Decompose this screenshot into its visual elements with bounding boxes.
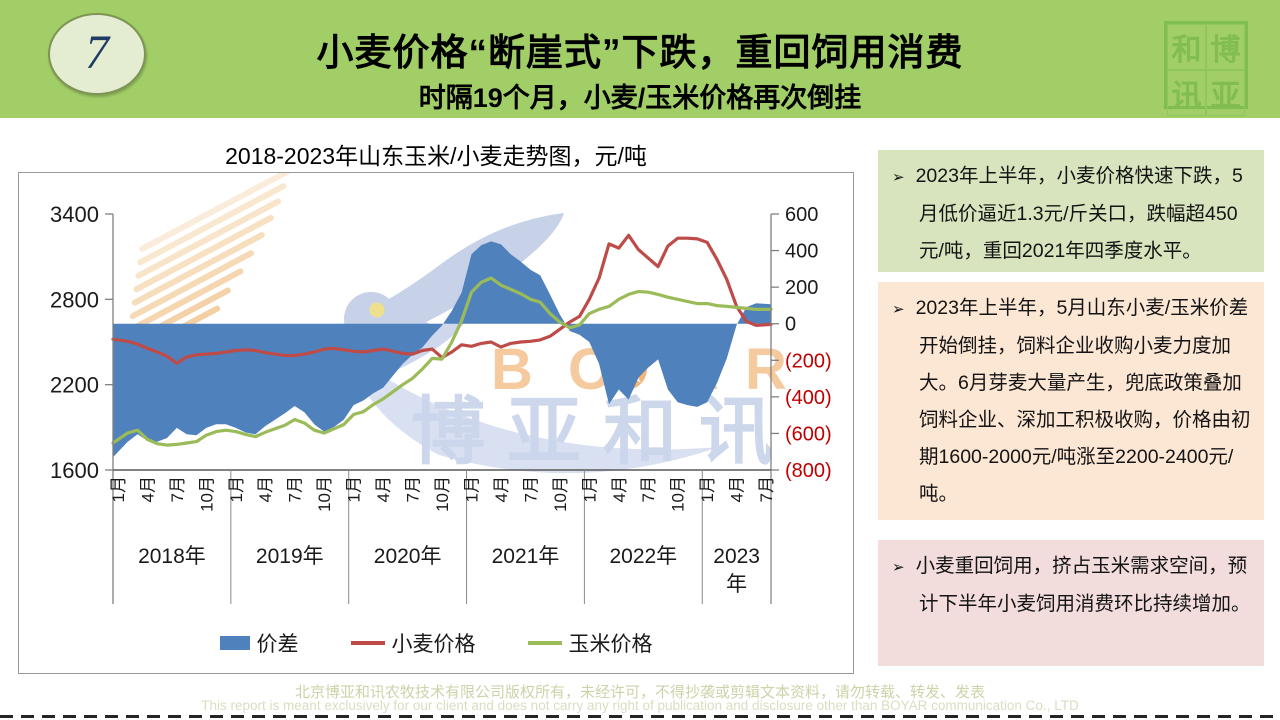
svg-text:2019年: 2019年 bbox=[256, 545, 324, 568]
svg-text:7月: 7月 bbox=[639, 476, 658, 502]
svg-text:R: R bbox=[745, 337, 787, 402]
chart-panel: BOAR博亚和讯 3400 2800 2200 1600 600 400 200 0 (200)… bbox=[18, 172, 854, 674]
svg-text:10月: 10月 bbox=[433, 476, 452, 512]
svg-text:4月: 4月 bbox=[138, 476, 157, 502]
boyar-watermark-bird: BOAR博亚和讯 bbox=[119, 173, 795, 474]
svg-text:4月: 4月 bbox=[728, 476, 747, 502]
spread-swatch-icon bbox=[219, 636, 250, 650]
svg-text:4月: 4月 bbox=[492, 476, 511, 502]
svg-text:1600: 1600 bbox=[50, 458, 99, 483]
svg-text:7月: 7月 bbox=[168, 476, 187, 502]
svg-text:博亚和讯: 博亚和讯 bbox=[411, 390, 795, 473]
svg-text:10月: 10月 bbox=[551, 476, 570, 512]
legend-item-spread: 价差 bbox=[219, 628, 299, 658]
svg-text:7月: 7月 bbox=[521, 476, 540, 502]
seal-char: 亚 bbox=[1206, 70, 1245, 116]
seal-char: 博 bbox=[1206, 24, 1245, 70]
svg-text:(200): (200) bbox=[785, 350, 832, 372]
svg-text:(800): (800) bbox=[785, 460, 832, 482]
slide-number: 7 bbox=[85, 25, 109, 79]
svg-text:1月: 1月 bbox=[227, 476, 246, 502]
svg-text:3400: 3400 bbox=[50, 202, 99, 227]
svg-text:4月: 4月 bbox=[610, 476, 629, 502]
footer-copyright-cn: 北京博亚和讯农牧技术有限公司版权所有，未经许可，不得抄袭或剪辑文本资料，请勿转载… bbox=[294, 684, 985, 701]
svg-text:10月: 10月 bbox=[315, 476, 334, 512]
note-box-price-inversion: ➢ 2023年上半年，5月山东小麦/玉米价差开始倒挂，饲料企业收购小麦力度加大。6… bbox=[878, 282, 1264, 520]
slide-number-badge: 7 bbox=[48, 13, 146, 95]
bottom-dashed-divider bbox=[0, 715, 1280, 718]
wheat-line-swatch-icon bbox=[350, 641, 385, 645]
svg-text:10月: 10月 bbox=[197, 476, 216, 512]
svg-text:7月: 7月 bbox=[286, 476, 305, 502]
legend-label: 玉米价格 bbox=[568, 633, 653, 656]
svg-text:1月: 1月 bbox=[580, 476, 599, 502]
note-box-wheat-drop: ➢ 2023年上半年，小麦价格快速下跌，5月低价逼近1.3元/斤关口，跌幅超450… bbox=[878, 150, 1264, 272]
corn-line-swatch-icon bbox=[527, 641, 562, 645]
boyar-seal-logo: 和 博 讯 亚 bbox=[1164, 21, 1248, 116]
chart-legend: 价差 小麦价格 玉米价格 bbox=[19, 628, 853, 658]
legend-item-wheat: 小麦价格 bbox=[350, 628, 476, 658]
seal-char: 和 bbox=[1167, 24, 1206, 70]
svg-text:4月: 4月 bbox=[374, 476, 393, 502]
note-text: ➢ 2023年上半年，小麦价格快速下跌，5月低价逼近1.3元/斤关口，跌幅超450… bbox=[892, 165, 1243, 262]
chart-series bbox=[111, 233, 773, 458]
svg-text:B: B bbox=[491, 337, 533, 402]
svg-text:年: 年 bbox=[726, 573, 747, 596]
svg-text:1月: 1月 bbox=[109, 476, 128, 502]
svg-text:2800: 2800 bbox=[50, 287, 99, 312]
arrow-bullet-icon: ➢ bbox=[892, 559, 905, 576]
svg-text:1月: 1月 bbox=[698, 476, 717, 502]
svg-text:10月: 10月 bbox=[669, 476, 688, 512]
svg-text:7月: 7月 bbox=[404, 476, 423, 502]
svg-text:200: 200 bbox=[785, 277, 818, 299]
arrow-bullet-icon: ➢ bbox=[892, 169, 905, 186]
svg-text:2023: 2023 bbox=[713, 545, 760, 568]
chart-axes: 3400 2800 2200 1600 600 400 200 0 (200) (400) (600… bbox=[50, 202, 832, 604]
legend-label: 小麦价格 bbox=[391, 633, 476, 656]
svg-text:2022年: 2022年 bbox=[609, 545, 677, 568]
svg-text:400: 400 bbox=[785, 241, 818, 263]
svg-text:4月: 4月 bbox=[256, 476, 275, 502]
svg-text:2200: 2200 bbox=[50, 373, 99, 398]
legend-label: 价差 bbox=[256, 633, 299, 656]
svg-text:(600): (600) bbox=[785, 423, 832, 445]
legend-item-corn: 玉米价格 bbox=[527, 628, 653, 658]
svg-text:7月: 7月 bbox=[757, 476, 776, 502]
slide-header: 7 小麦价格“断崖式”下跌，重回饲用消费 时隔19个月，小麦/玉米价格再次倒挂 … bbox=[0, 0, 1280, 118]
svg-text:0: 0 bbox=[785, 314, 796, 336]
footer-copyright-en: This report is meant exclusively for our… bbox=[201, 698, 1079, 713]
note-box-feed-demand: ➢ 小麦重回饲用，挤占玉米需求空间，预计下半年小麦饲用消费环比持续增加。 bbox=[878, 540, 1264, 666]
svg-text:1月: 1月 bbox=[345, 476, 364, 502]
svg-text:(400): (400) bbox=[785, 387, 832, 409]
svg-text:2018年: 2018年 bbox=[138, 545, 206, 568]
seal-char: 讯 bbox=[1167, 70, 1206, 116]
svg-text:1月: 1月 bbox=[463, 476, 482, 502]
svg-text:600: 600 bbox=[785, 204, 818, 226]
note-text: ➢ 2023年上半年，5月山东小麦/玉米价差开始倒挂，饲料企业收购小麦力度加大。6… bbox=[892, 297, 1251, 505]
chart-title: 2018-2023年山东玉米/小麦走势图，元/吨 bbox=[225, 143, 647, 169]
price-trend-chart: BOAR博亚和讯 3400 2800 2200 1600 600 400 200 0 (200)… bbox=[50, 173, 832, 604]
svg-text:2021年: 2021年 bbox=[492, 545, 560, 568]
page-subtitle: 时隔19个月，小麦/玉米价格再次倒挂 bbox=[418, 83, 862, 113]
arrow-bullet-icon: ➢ bbox=[892, 301, 905, 318]
note-text: ➢ 小麦重回饲用，挤占玉米需求空间，预计下半年小麦饲用消费环比持续增加。 bbox=[892, 555, 1251, 615]
page-title: 小麦价格“断崖式”下跌，重回饲用消费 bbox=[316, 32, 964, 73]
svg-text:2020年: 2020年 bbox=[374, 545, 442, 568]
